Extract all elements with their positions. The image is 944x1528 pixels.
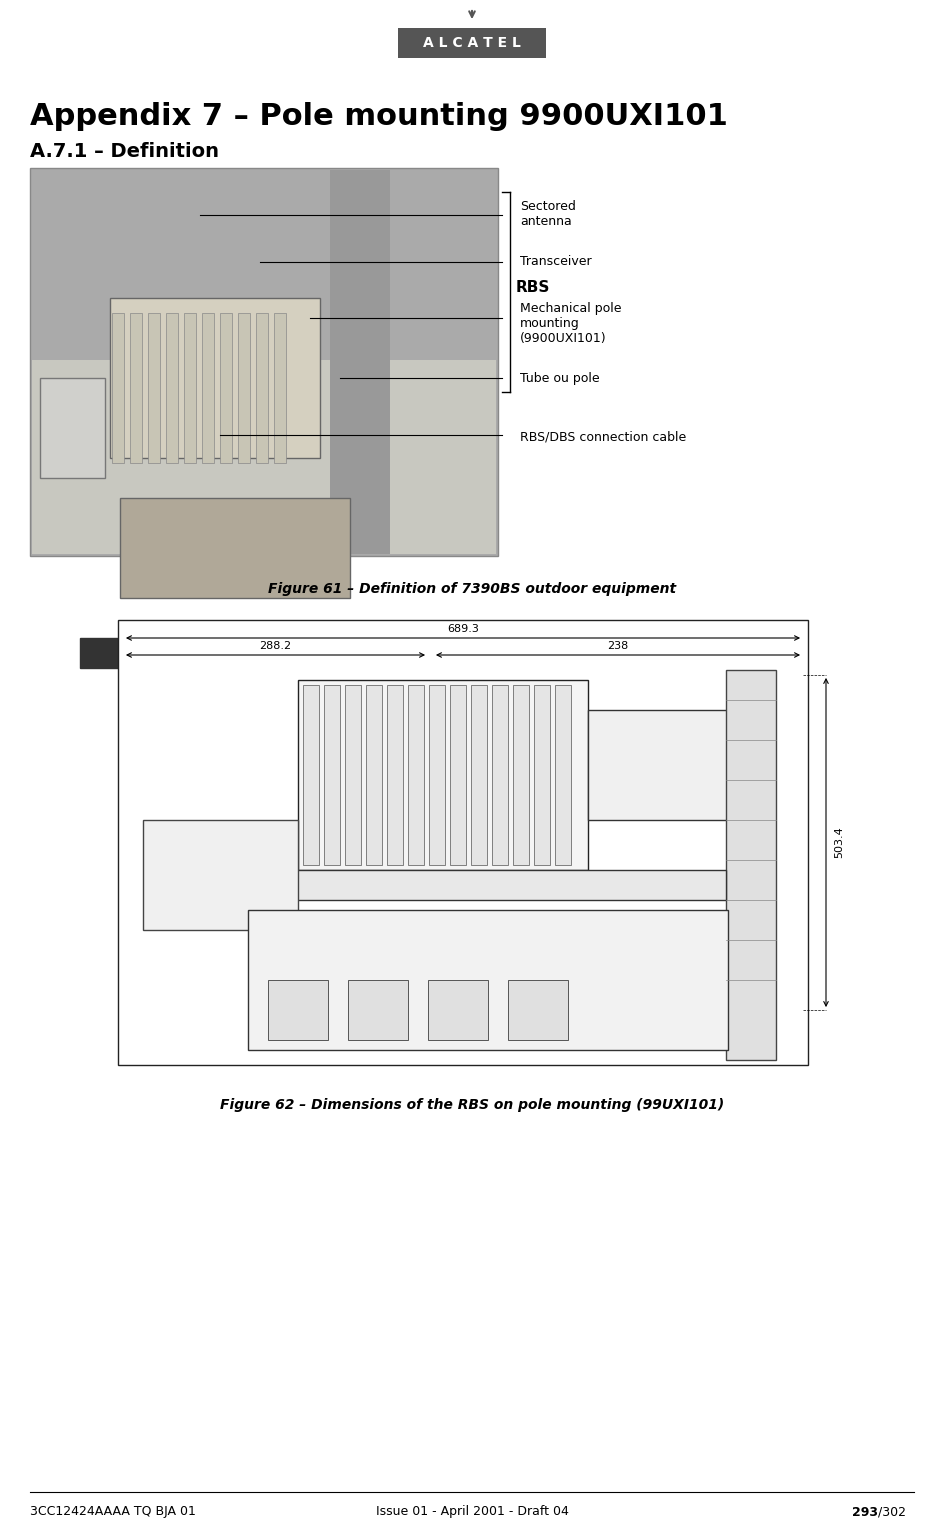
- Bar: [143, 821, 298, 931]
- Bar: [298, 680, 588, 869]
- Bar: [274, 313, 286, 463]
- Text: Transceiver: Transceiver: [520, 255, 592, 267]
- Bar: [330, 170, 390, 555]
- Bar: [303, 685, 319, 865]
- Bar: [726, 669, 776, 1060]
- Bar: [248, 911, 728, 1050]
- Bar: [408, 685, 424, 865]
- Bar: [130, 313, 142, 463]
- Bar: [387, 685, 403, 865]
- Text: Issue 01 - April 2001 - Draft 04: Issue 01 - April 2001 - Draft 04: [376, 1505, 568, 1519]
- Bar: [508, 979, 568, 1041]
- Bar: [40, 377, 105, 478]
- Bar: [118, 620, 808, 1065]
- Text: 3CC12424AAAA TQ BJA 01: 3CC12424AAAA TQ BJA 01: [30, 1505, 195, 1519]
- Text: Figure 61 – Definition of 7390BS outdoor equipment: Figure 61 – Definition of 7390BS outdoor…: [268, 582, 676, 596]
- Text: /302: /302: [878, 1505, 906, 1519]
- Bar: [513, 685, 529, 865]
- Bar: [296, 869, 726, 900]
- Bar: [471, 685, 487, 865]
- Text: RBS: RBS: [516, 280, 550, 295]
- Text: 288.2: 288.2: [260, 642, 292, 651]
- Text: Appendix 7 – Pole mounting 9900UXI101: Appendix 7 – Pole mounting 9900UXI101: [30, 102, 728, 131]
- Text: 293: 293: [852, 1505, 878, 1519]
- Bar: [202, 313, 214, 463]
- Bar: [398, 28, 546, 58]
- Bar: [366, 685, 382, 865]
- Bar: [220, 313, 232, 463]
- Bar: [184, 313, 196, 463]
- Text: 503.4: 503.4: [834, 827, 844, 857]
- Text: Tube ou pole: Tube ou pole: [520, 371, 599, 385]
- Bar: [30, 168, 498, 556]
- Bar: [345, 685, 361, 865]
- Bar: [112, 313, 124, 463]
- Bar: [348, 979, 408, 1041]
- Text: A.7.1 – Definition: A.7.1 – Definition: [30, 142, 219, 160]
- Text: 689.3: 689.3: [447, 623, 479, 634]
- Bar: [268, 979, 328, 1041]
- Bar: [588, 711, 728, 821]
- Bar: [450, 685, 466, 865]
- Bar: [148, 313, 160, 463]
- Bar: [428, 979, 488, 1041]
- Bar: [32, 361, 496, 555]
- Bar: [110, 298, 320, 458]
- Bar: [120, 498, 350, 597]
- Bar: [534, 685, 550, 865]
- Bar: [492, 685, 508, 865]
- Bar: [166, 313, 178, 463]
- Bar: [324, 685, 340, 865]
- Bar: [80, 639, 360, 668]
- Text: Mechanical pole
mounting
(9900UXI101): Mechanical pole mounting (9900UXI101): [520, 303, 621, 345]
- Bar: [555, 685, 571, 865]
- Text: Sectored
antenna: Sectored antenna: [520, 200, 576, 228]
- Text: Figure 62 – Dimensions of the RBS on pole mounting (99UXI101): Figure 62 – Dimensions of the RBS on pol…: [220, 1099, 724, 1112]
- Text: 238: 238: [607, 642, 629, 651]
- Text: A L C A T E L: A L C A T E L: [423, 37, 521, 50]
- Text: RBS/DBS connection cable: RBS/DBS connection cable: [520, 429, 686, 443]
- Bar: [256, 313, 268, 463]
- Bar: [429, 685, 445, 865]
- Bar: [238, 313, 250, 463]
